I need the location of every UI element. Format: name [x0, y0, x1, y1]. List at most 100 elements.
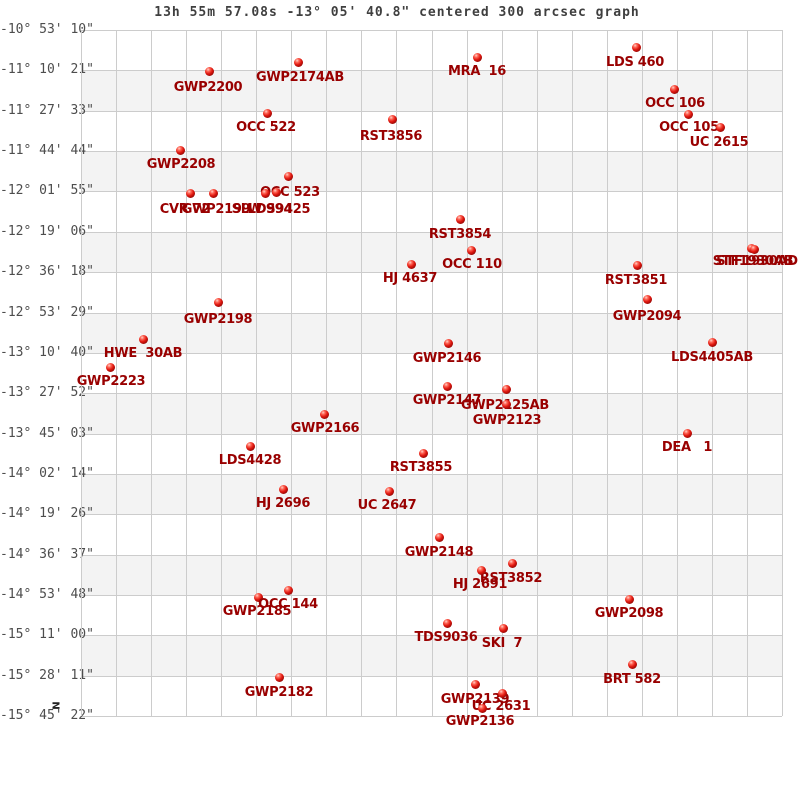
gridline-vertical	[676, 30, 678, 717]
star-dot[interactable]	[384, 486, 394, 496]
star-label: GWP2174AB	[256, 70, 344, 85]
star-label: OCC 144	[258, 597, 318, 612]
star-label: GWP2166	[290, 421, 360, 436]
y-tick-label: -13° 45' 03"	[0, 425, 94, 441]
star-dot[interactable]	[418, 448, 428, 458]
star-dot[interactable]	[442, 381, 452, 391]
star-label: GWP2223	[76, 374, 146, 389]
star-dot[interactable]	[434, 532, 444, 542]
star-dot[interactable]	[293, 57, 303, 67]
star-dot[interactable]	[208, 188, 218, 198]
star-dot[interactable]	[406, 259, 416, 269]
star-dot[interactable]	[138, 334, 148, 344]
star-label: TDS9036	[414, 630, 478, 645]
star-dot[interactable]	[185, 188, 195, 198]
star-dot[interactable]	[669, 84, 679, 94]
star-dot[interactable]	[213, 297, 223, 307]
star-label: HWE 30AB	[103, 346, 183, 361]
star-dot[interactable]	[319, 409, 329, 419]
star-dot[interactable]	[442, 618, 452, 628]
y-tick-label: -14° 36' 37"	[0, 546, 94, 562]
star-dot[interactable]	[632, 260, 642, 270]
star-dot[interactable]	[278, 484, 288, 494]
star-label: GWP2146	[412, 351, 482, 366]
star-dot[interactable]	[624, 594, 634, 604]
y-tick-label: -12° 36' 18"	[0, 264, 94, 280]
gridline-vertical	[186, 30, 188, 717]
gridline-vertical	[81, 30, 82, 717]
star-dot[interactable]	[387, 114, 397, 124]
gridline-vertical	[291, 30, 293, 717]
star-dot[interactable]	[501, 384, 511, 394]
star-dot[interactable]	[260, 188, 270, 198]
star-label: GWP2208	[146, 157, 216, 172]
star-dot[interactable]	[498, 623, 508, 633]
star-label: GWP2147	[412, 393, 482, 408]
star-dot[interactable]	[627, 659, 637, 669]
star-label: GWP2182	[244, 685, 314, 700]
star-label: OCC 105	[659, 120, 719, 135]
star-dot[interactable]	[497, 688, 507, 698]
star-label: OCC 110	[442, 257, 502, 272]
star-dot[interactable]	[283, 585, 293, 595]
gridline-vertical	[711, 30, 713, 717]
star-dot[interactable]	[262, 108, 272, 118]
star-dot[interactable]	[476, 565, 486, 575]
gridline-vertical	[256, 30, 258, 717]
star-dot[interactable]	[683, 109, 693, 119]
star-dot[interactable]	[105, 362, 115, 372]
star-dot[interactable]	[642, 294, 652, 304]
star-label: RST3852	[479, 571, 543, 586]
gridline-vertical	[501, 30, 503, 717]
star-dot[interactable]	[501, 399, 511, 409]
y-tick-label: -11° 44' 44"	[0, 143, 94, 159]
star-dot[interactable]	[271, 187, 281, 197]
star-dot[interactable]	[715, 122, 725, 132]
y-tick-label: -10° 53' 10"	[0, 22, 94, 37]
star-label: LDS 460	[606, 55, 664, 70]
y-tick-label: -14° 02' 14"	[0, 466, 94, 481]
star-dot[interactable]	[682, 428, 692, 438]
star-dot[interactable]	[472, 52, 482, 62]
star-label: GWP2094	[612, 309, 682, 324]
star-label: GWP2098	[594, 606, 664, 621]
y-tick-label: -15° 45' 22"	[0, 708, 94, 724]
star-label: RST3851	[604, 273, 668, 288]
star-label: DEA 1	[661, 440, 713, 455]
star-dot[interactable]	[455, 214, 465, 224]
compass-north-indicator: N	[49, 701, 61, 710]
star-label: HJ 4637	[382, 271, 438, 286]
star-dot[interactable]	[749, 244, 759, 254]
star-dot[interactable]	[507, 558, 517, 568]
y-tick-label: -15° 28' 11"	[0, 667, 94, 683]
star-dot[interactable]	[631, 42, 641, 52]
star-dot[interactable]	[245, 441, 255, 451]
star-label: MRA 16	[447, 64, 507, 79]
star-label: LDS4428	[218, 453, 282, 468]
y-tick-label: -15° 11' 00"	[0, 627, 94, 643]
star-dot[interactable]	[443, 338, 453, 348]
star-dot[interactable]	[466, 245, 476, 255]
star-label: GWP2198	[183, 312, 253, 327]
star-label: UC 2647	[357, 498, 417, 513]
star-dot[interactable]	[707, 337, 717, 347]
chart-title: 13h 55m 57.08s -13° 05' 40.8" centered 3…	[154, 5, 640, 20]
star-label: OCC 522	[236, 120, 296, 135]
star-dot[interactable]	[204, 66, 214, 76]
gridline-vertical	[466, 30, 468, 717]
star-dot[interactable]	[283, 171, 293, 181]
star-dot[interactable]	[477, 703, 487, 713]
star-dot[interactable]	[253, 592, 263, 602]
star-dot[interactable]	[470, 679, 480, 689]
y-tick-label: -11° 27' 33"	[0, 102, 94, 118]
y-tick-label: -12° 01' 55"	[0, 183, 94, 199]
star-label: HJ 2696	[255, 496, 311, 511]
y-tick-label: -12° 19' 06"	[0, 223, 94, 239]
star-label: OCC 106	[645, 96, 705, 111]
star-label: STF1930AD	[716, 254, 798, 269]
star-dot[interactable]	[274, 672, 284, 682]
gridline-vertical	[431, 30, 433, 717]
star-dot[interactable]	[175, 145, 185, 155]
gridline-vertical	[606, 30, 608, 717]
